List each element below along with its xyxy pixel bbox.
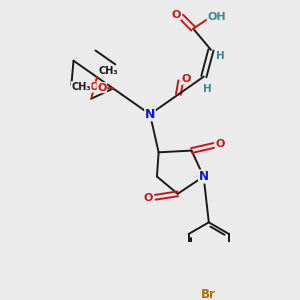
Text: N: N (145, 108, 155, 121)
Text: H: H (216, 51, 225, 61)
Text: O: O (144, 193, 153, 203)
Text: Br: Br (201, 288, 216, 300)
Text: CH₃: CH₃ (71, 82, 91, 92)
Text: O: O (97, 82, 106, 93)
Text: O: O (181, 74, 190, 84)
Text: CH₃: CH₃ (99, 66, 118, 76)
Text: O: O (171, 10, 181, 20)
Text: H: H (203, 84, 212, 94)
Text: O: O (215, 139, 225, 149)
Text: OH: OH (207, 12, 226, 22)
Text: O: O (90, 82, 99, 92)
Text: N: N (199, 170, 208, 183)
